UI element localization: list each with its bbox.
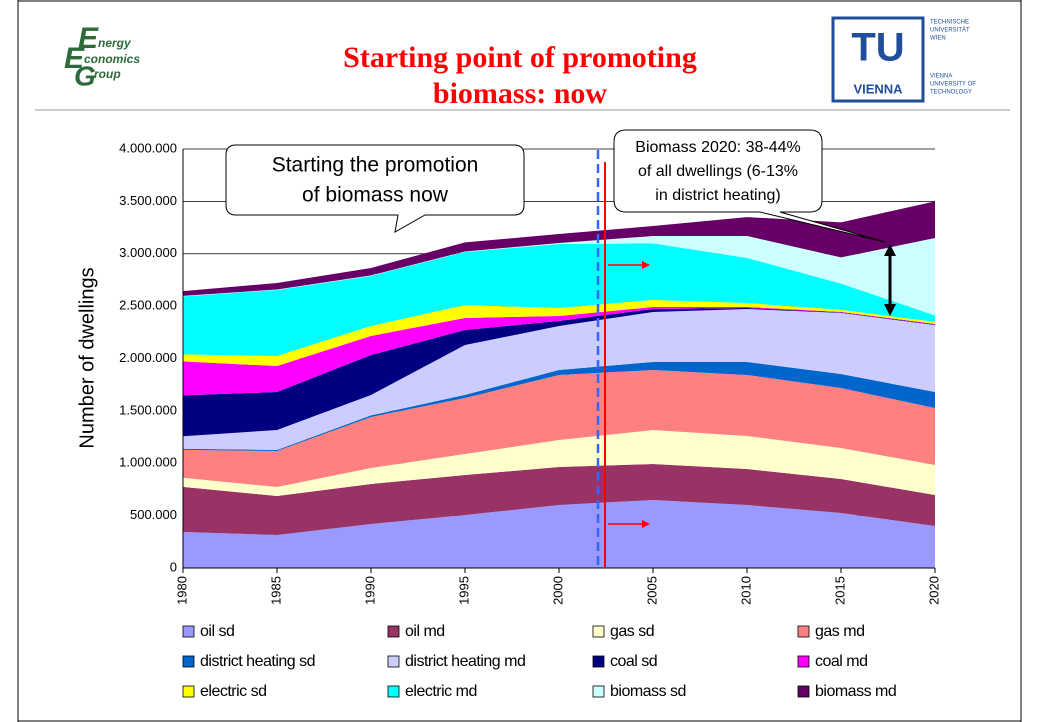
y-tick-label: 3.000.000 xyxy=(119,245,177,260)
legend-label: coal md xyxy=(815,653,868,670)
legend-swatch xyxy=(797,685,810,698)
legend-label: gas md xyxy=(815,623,864,640)
plot-area: 0 500.000 1.000.000 1.500.000 2.000.000 2.500… xyxy=(119,140,941,604)
logo-text: UNIVERSITY OF xyxy=(930,82,976,88)
logo-word: nergy xyxy=(98,36,132,50)
logo-text: UNIVERSITÄT xyxy=(930,27,970,34)
logo-letter: E xyxy=(78,22,99,55)
x-tick-label: 2005 xyxy=(644,576,659,605)
legend-swatch xyxy=(182,685,195,698)
y-tick-label: 3.500.000 xyxy=(119,193,177,208)
area xyxy=(183,306,935,396)
logo-text: TECHNOLOGY xyxy=(930,90,972,96)
area xyxy=(183,308,935,437)
x-tick-label: 1985 xyxy=(268,576,283,605)
area xyxy=(183,243,935,356)
logo-word: conomics xyxy=(84,52,140,66)
y-tick-label: 1.500.000 xyxy=(119,402,177,417)
area xyxy=(183,299,935,367)
logo-text: WIEN xyxy=(930,36,946,42)
area xyxy=(183,235,935,316)
legend-swatch xyxy=(797,625,810,638)
legend-swatch xyxy=(182,625,195,638)
logo-letter: E xyxy=(64,42,85,75)
arrow-head xyxy=(642,261,650,269)
area xyxy=(183,500,935,568)
logo-left: E nergy E conomics G roup xyxy=(64,22,140,91)
legend-swatch xyxy=(797,655,810,668)
y-tick-label: 500.000 xyxy=(130,507,177,522)
legend-label: coal sd xyxy=(610,653,657,670)
logo-word: roup xyxy=(94,67,121,81)
legend-swatch xyxy=(387,655,400,668)
legend-swatch xyxy=(592,685,605,698)
arrow-head xyxy=(642,520,650,528)
legend-label: electric sd xyxy=(200,683,267,700)
y-tick-label: 2.500.000 xyxy=(119,298,177,313)
x-tick-label: 1990 xyxy=(362,576,377,605)
area xyxy=(183,463,935,536)
y-tick-label: 1.000.000 xyxy=(119,455,177,470)
callout xyxy=(613,129,886,243)
callout-text: in district heating) xyxy=(655,187,780,204)
legend-label: biomass md xyxy=(815,683,896,700)
area xyxy=(183,370,935,488)
logo-letter: G xyxy=(74,60,96,91)
logo-text: TECHNISCHE xyxy=(930,20,969,26)
logo-mark: TU xyxy=(851,26,904,70)
legend-label: electric md xyxy=(405,683,477,700)
x-tick-label: 1995 xyxy=(456,576,471,605)
logo-text: VIENNA xyxy=(930,74,952,80)
x-tick-label: 2010 xyxy=(738,576,753,605)
y-tick-label: 2.000.000 xyxy=(119,350,177,365)
callout xyxy=(225,144,525,233)
x-tick-label: 1980 xyxy=(174,576,189,605)
legend: oil sd oil md gas sd gas md district heating… xyxy=(182,623,897,700)
logo-city: VIENNA xyxy=(853,81,903,96)
callout-text: of all dwellings (6-13% xyxy=(638,163,798,180)
legend-label: biomass sd xyxy=(610,683,686,700)
overlay: Starting the promotion of biomass now Bi… xyxy=(225,129,896,567)
x-tick-label: 2000 xyxy=(550,576,565,605)
y-tick-label: 4.000.000 xyxy=(119,140,177,155)
area xyxy=(183,308,935,450)
legend-label: gas sd xyxy=(610,623,654,640)
callout-text: of biomass now xyxy=(302,184,449,207)
legend-label: oil sd xyxy=(200,623,234,640)
legend-label: district heating md xyxy=(405,653,525,670)
legend-swatch xyxy=(387,625,400,638)
area xyxy=(183,430,935,497)
legend-swatch xyxy=(182,655,195,668)
y-tick-label: 0 xyxy=(170,559,177,574)
callout-text: Starting the promotion xyxy=(272,154,479,177)
legend-label: oil md xyxy=(405,623,445,640)
title-line: biomass: now xyxy=(433,77,608,110)
legend-label: district heating sd xyxy=(200,653,315,670)
logo-frame xyxy=(831,16,925,103)
title-line: Starting point of promoting xyxy=(343,41,697,74)
legend-swatch xyxy=(387,685,400,698)
logo-right: TU VIENNA TECHNISCHE UNIVERSITÄT WIEN VI… xyxy=(831,16,976,103)
x-tick-label: 2015 xyxy=(832,576,847,605)
legend-swatch xyxy=(592,655,605,668)
legend-swatch xyxy=(592,625,605,638)
x-tick-label: 2020 xyxy=(926,576,941,605)
y-axis-label: Number of dwellings xyxy=(76,267,98,448)
area xyxy=(183,201,935,296)
callout-text: Biomass 2020: 38-44% xyxy=(635,139,800,156)
